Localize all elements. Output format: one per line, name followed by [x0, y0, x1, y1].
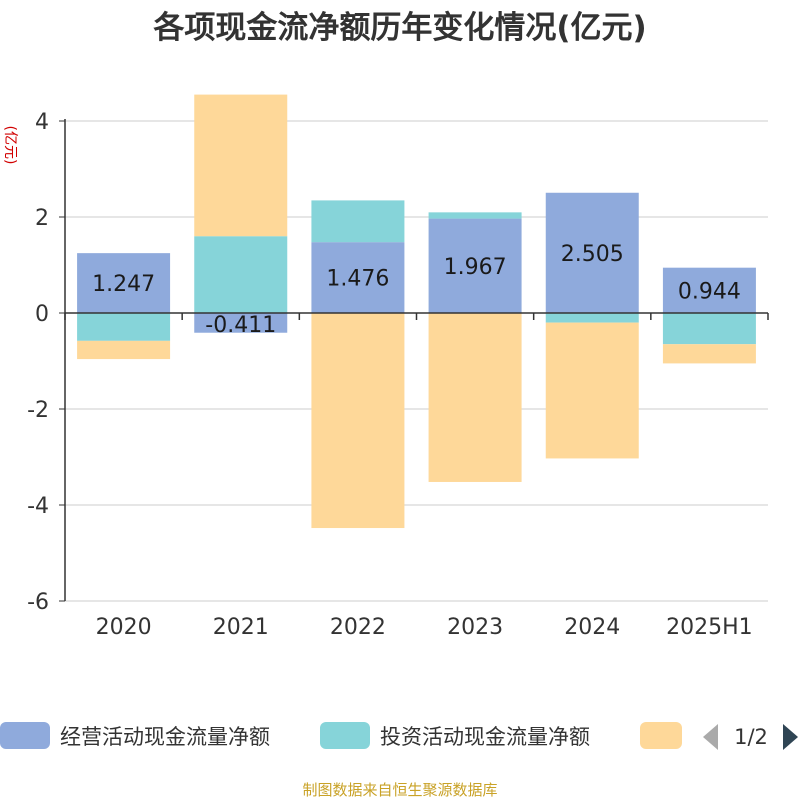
bar-2022-s3 [311, 313, 405, 529]
y-tick-label: 2 [35, 206, 49, 231]
tick-labels-group: 4 2 0 -2 -4 -6 2020 2021 2022 2023 2024 2025H1 [27, 110, 753, 640]
legend: 经营活动现金流量净额 投资活动现金流量净额 [0, 722, 682, 749]
x-tick-label: 2024 [564, 615, 620, 640]
x-tick-label: 2025H1 [666, 615, 753, 640]
y-tick-label: 4 [35, 110, 49, 135]
bar-2022-s1 [311, 242, 405, 313]
bars-group [77, 94, 756, 529]
data-labels-group: 1.247 -0.411 1.476 1.967 2.505 0.944 [92, 242, 741, 338]
triangle-right-icon[interactable] [783, 724, 798, 750]
x-tick-label: 2023 [447, 615, 503, 640]
data-source-note: 制图数据来自恒生聚源数据库 [302, 781, 497, 799]
x-tick-label: 2020 [96, 615, 152, 640]
bar-2024-s3 [545, 322, 639, 459]
legend-swatch-2[interactable] [320, 722, 370, 749]
bar-2022-s2 [311, 200, 405, 243]
bar-2021-s1 [194, 313, 288, 333]
grid-lines [59, 120, 768, 602]
data-label-2022: 1.476 [326, 267, 389, 292]
bar-2020-s3 [77, 340, 171, 360]
x-tick-label: 2022 [330, 615, 386, 640]
bar-2021-s2 [194, 236, 288, 313]
legend-pager: 1/2 [703, 724, 798, 750]
data-label-2023: 1.967 [444, 255, 507, 280]
triangle-left-icon[interactable] [703, 724, 718, 750]
legend-page-indicator: 1/2 [734, 725, 768, 749]
legend-label-1[interactable]: 经营活动现金流量净额 [60, 725, 270, 749]
legend-label-2[interactable]: 投资活动现金流量净额 [380, 725, 590, 749]
data-label-2021: -0.411 [205, 313, 276, 338]
legend-swatch-1[interactable] [0, 722, 50, 749]
bar-2023-s3 [428, 313, 522, 482]
bar-2025H1-s1 [662, 267, 756, 313]
bar-2023-s2 [428, 212, 522, 219]
y-axis-unit-label: (亿元) [2, 126, 18, 165]
data-label-2024: 2.505 [561, 242, 624, 267]
bar-2025H1-s2 [662, 313, 756, 345]
axes-group [64, 119, 769, 601]
bar-2020-s1 [77, 253, 171, 313]
y-tick-label: -4 [27, 494, 49, 519]
y-tick-label: -2 [27, 398, 49, 423]
data-label-2025H1: 0.944 [678, 279, 741, 304]
bar-2025H1-s3 [662, 344, 756, 364]
legend-swatch-3[interactable] [640, 722, 682, 749]
y-tick-label: 0 [35, 302, 49, 327]
chart-title: 各项现金流净额历年变化情况(亿元) [152, 10, 646, 46]
bar-2024-s1 [545, 192, 639, 313]
bar-2024-s2 [545, 313, 639, 323]
data-label-2020: 1.247 [92, 272, 155, 297]
bar-2020-s2 [77, 313, 171, 341]
bar-2021-s3 [194, 94, 288, 237]
y-tick-label: -6 [27, 590, 49, 615]
x-tick-label: 2021 [213, 615, 269, 640]
bar-2023-s1 [428, 218, 522, 313]
